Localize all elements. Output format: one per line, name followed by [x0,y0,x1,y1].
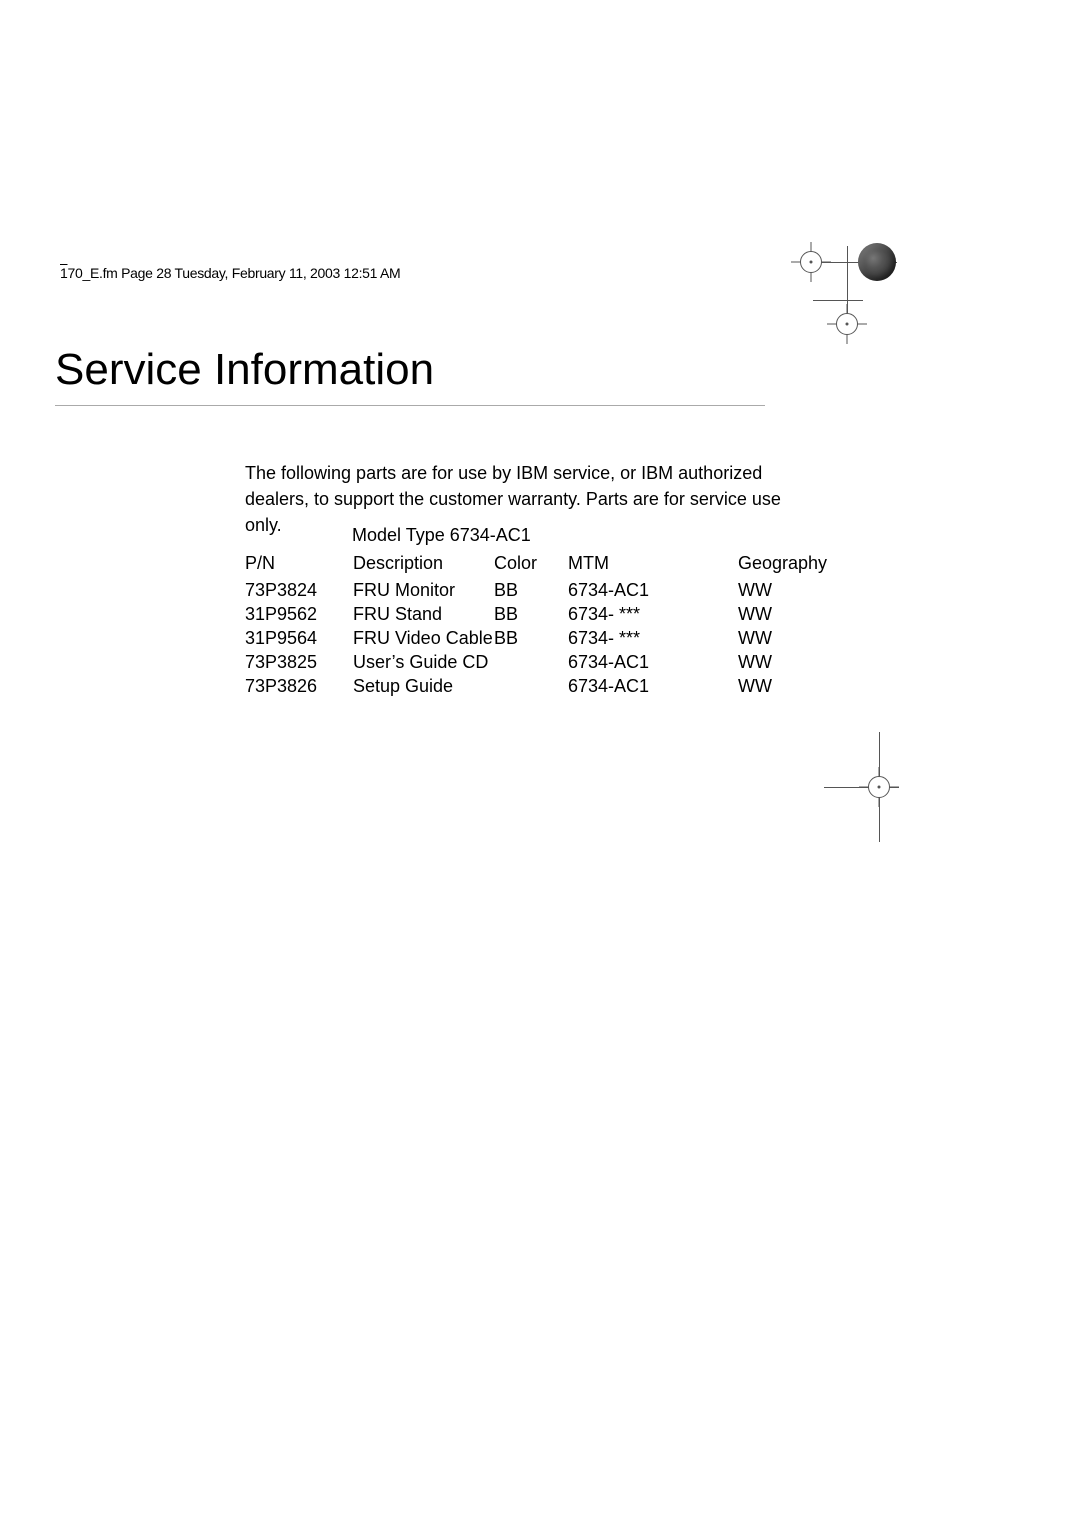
model-type-line: Model Type 6734-AC1 [352,525,531,546]
table-row: 73P3824 FRU Monitor BB 6734-AC1 WW [245,580,827,604]
cell-color [494,652,568,676]
cell-pn: 31P9562 [245,604,353,628]
cell-color: BB [494,580,568,604]
cell-pn: 73P3824 [245,580,353,604]
cell-geo: WW [738,580,827,604]
cell-mtm: 6734-AC1 [568,676,738,700]
header-meta: 170_E.fm Page 28 Tuesday, February 11, 2… [60,265,400,281]
col-header-color: Color [494,553,568,580]
cell-pn: 73P3825 [245,652,353,676]
cell-desc: FRU Stand [353,604,494,628]
registration-mark-icon [865,773,893,801]
crop-mark-line [813,300,863,301]
title-underline [55,405,765,406]
col-header-mtm: MTM [568,553,738,580]
parts-table: P/N Description Color MTM Geography 73P3… [245,553,827,700]
cell-desc: User’s Guide CD [353,652,494,676]
cell-desc: FRU Monitor [353,580,494,604]
col-header-desc: Description [353,553,494,580]
cell-mtm: 6734-AC1 [568,652,738,676]
table-row: 73P3825 User’s Guide CD 6734-AC1 WW [245,652,827,676]
cell-color: BB [494,628,568,652]
cell-geo: WW [738,652,827,676]
cell-geo: WW [738,604,827,628]
document-page: { "meta": { "header_line_prefix": "1", "… [0,0,1080,1528]
header-meta-rest: 70_E.fm Page 28 Tuesday, February 11, 20… [68,265,401,281]
cell-pn: 73P3826 [245,676,353,700]
table-header-row: P/N Description Color MTM Geography [245,553,827,580]
cell-mtm: 6734- *** [568,604,738,628]
cell-mtm: 6734-AC1 [568,580,738,604]
col-header-geo: Geography [738,553,827,580]
registration-dot-icon [858,243,896,281]
registration-mark-icon [797,248,825,276]
cell-geo: WW [738,628,827,652]
cell-desc: Setup Guide [353,676,494,700]
table-row: 31P9562 FRU Stand BB 6734- *** WW [245,604,827,628]
cell-geo: WW [738,676,827,700]
page-title: Service Information [55,345,434,395]
cell-pn: 31P9564 [245,628,353,652]
cell-color: BB [494,604,568,628]
cell-desc: FRU Video Cable [353,628,494,652]
table-row: 73P3826 Setup Guide 6734-AC1 WW [245,676,827,700]
table-row: 31P9564 FRU Video Cable BB 6734- *** WW [245,628,827,652]
col-header-pn: P/N [245,553,353,580]
cell-color [494,676,568,700]
header-meta-prefix: 1 [60,265,68,281]
registration-mark-icon [833,310,861,338]
cell-mtm: 6734- *** [568,628,738,652]
